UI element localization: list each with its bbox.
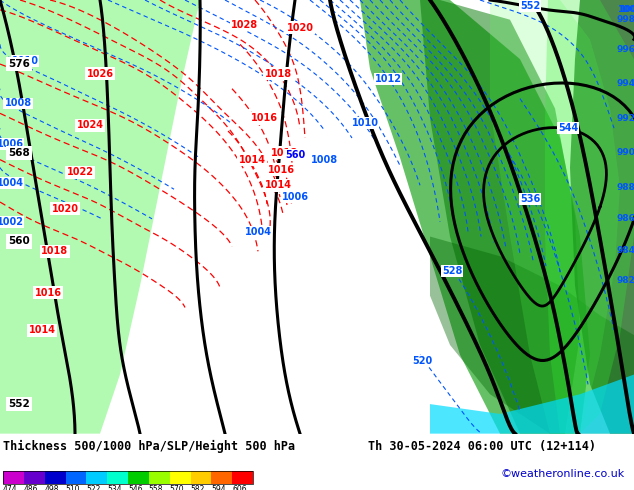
Bar <box>44 471 65 484</box>
Text: 1004: 1004 <box>245 226 271 237</box>
Text: 998: 998 <box>616 15 634 24</box>
Text: 100: 100 <box>619 5 634 14</box>
Polygon shape <box>0 0 200 434</box>
Bar <box>232 471 253 484</box>
Text: 560: 560 <box>285 150 305 160</box>
Text: 1026: 1026 <box>86 69 113 79</box>
Text: 570: 570 <box>170 485 184 490</box>
Text: 474: 474 <box>3 485 18 490</box>
Text: 1016: 1016 <box>268 165 295 174</box>
Text: 1004: 1004 <box>0 178 23 188</box>
Text: 1014: 1014 <box>264 180 292 190</box>
Bar <box>211 471 232 484</box>
Text: 1022: 1022 <box>67 168 93 177</box>
Polygon shape <box>430 237 634 434</box>
Text: 546: 546 <box>128 485 143 490</box>
Text: 1020: 1020 <box>51 204 79 214</box>
Polygon shape <box>570 0 634 434</box>
Text: 984: 984 <box>616 246 634 255</box>
Polygon shape <box>490 0 620 434</box>
Text: 1006: 1006 <box>281 192 309 202</box>
Text: 1012: 1012 <box>375 74 401 84</box>
Bar <box>170 471 190 484</box>
Bar <box>128 471 149 484</box>
Text: 982: 982 <box>616 276 634 285</box>
Text: 560: 560 <box>8 237 30 246</box>
Text: 568: 568 <box>8 148 30 158</box>
Bar <box>3 471 24 484</box>
Text: 1010: 1010 <box>351 118 378 128</box>
Polygon shape <box>360 0 590 434</box>
Text: 486: 486 <box>24 485 38 490</box>
Bar <box>24 471 44 484</box>
Text: 536: 536 <box>520 194 540 204</box>
Bar <box>107 471 128 484</box>
Polygon shape <box>430 374 634 434</box>
Text: 992: 992 <box>616 114 634 123</box>
Bar <box>65 471 86 484</box>
Text: Thickness 500/1000 hPa/SLP/Height 500 hPa: Thickness 500/1000 hPa/SLP/Height 500 hP… <box>3 440 295 453</box>
Text: 1016: 1016 <box>250 113 278 123</box>
Text: 1014: 1014 <box>238 155 266 165</box>
Text: 990: 990 <box>616 148 634 157</box>
Text: 1024: 1024 <box>77 120 103 130</box>
Text: 552: 552 <box>8 399 30 409</box>
Text: 100: 100 <box>617 5 634 14</box>
Bar <box>3 471 253 484</box>
Text: 534: 534 <box>107 485 122 490</box>
Text: 988: 988 <box>616 183 634 192</box>
Polygon shape <box>420 0 580 434</box>
Text: 606: 606 <box>232 485 247 490</box>
Text: 1014: 1014 <box>29 325 56 335</box>
Text: 1020: 1020 <box>287 23 313 33</box>
Text: 520: 520 <box>412 356 432 366</box>
Text: 1018: 1018 <box>41 246 68 256</box>
Text: ©weatheronline.co.uk: ©weatheronline.co.uk <box>500 469 624 479</box>
Text: 1006: 1006 <box>0 139 23 149</box>
Text: Th 30-05-2024 06:00 UTC (12+114): Th 30-05-2024 06:00 UTC (12+114) <box>368 440 596 453</box>
Text: 996: 996 <box>616 45 634 54</box>
Text: 1008: 1008 <box>4 98 32 108</box>
Text: 1018: 1018 <box>264 69 292 79</box>
Bar <box>190 471 211 484</box>
Text: 1002: 1002 <box>0 217 23 227</box>
Text: 1028: 1028 <box>231 20 259 29</box>
Text: 558: 558 <box>149 485 164 490</box>
Text: 582: 582 <box>190 485 205 490</box>
Bar <box>86 471 107 484</box>
Text: 1008: 1008 <box>311 155 339 165</box>
Polygon shape <box>545 0 634 434</box>
Text: 994: 994 <box>616 79 634 88</box>
Text: 1010: 1010 <box>11 56 39 66</box>
Text: 1016: 1016 <box>34 288 61 298</box>
Text: 552: 552 <box>520 1 540 11</box>
Text: 528: 528 <box>442 266 462 276</box>
Text: 986: 986 <box>616 214 634 223</box>
Bar <box>149 471 170 484</box>
Text: 576: 576 <box>8 59 30 69</box>
Text: 1018: 1018 <box>271 148 297 158</box>
Text: 594: 594 <box>211 485 226 490</box>
Text: 498: 498 <box>44 485 59 490</box>
Text: 544: 544 <box>558 123 578 133</box>
Text: 522: 522 <box>86 485 101 490</box>
Text: 510: 510 <box>65 485 80 490</box>
